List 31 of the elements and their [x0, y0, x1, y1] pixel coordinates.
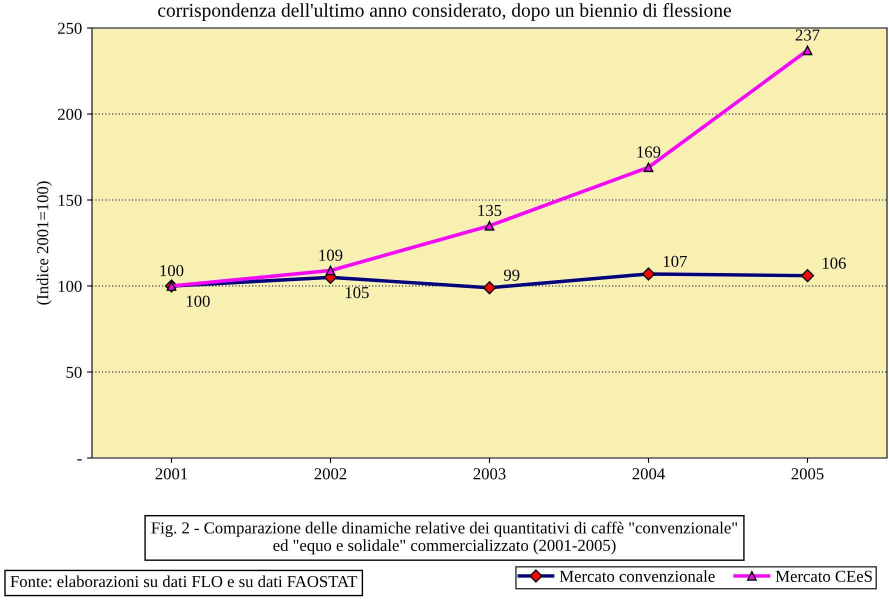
y-tick-label: 150 — [58, 194, 82, 206]
x-tick-label: 2001 — [156, 468, 188, 480]
y-axis-title: (Indice 2001=100) — [36, 181, 52, 305]
data-label: 105 — [346, 286, 369, 298]
legend-label: Mercato CEeS — [776, 570, 872, 582]
data-label: 107 — [664, 256, 687, 268]
legend-label: Mercato convenzionale — [560, 570, 715, 582]
y-tick-label: 250 — [58, 22, 82, 34]
y-tick-label: 50 — [66, 366, 82, 378]
point — [326, 266, 336, 276]
source-note: Fonte: elaborazioni su dati FLO e su dati FAOSTAT — [10, 575, 358, 588]
text: corrispondenza dell'ultimo anno considerato, dopo un biennio di flessione — [158, 3, 731, 21]
data-label: 237 — [796, 29, 820, 41]
data-label: 169 — [637, 146, 660, 158]
point — [802, 46, 812, 56]
x-tick-label: 2004 — [632, 468, 665, 480]
point — [484, 220, 494, 231]
point — [644, 162, 654, 172]
x-tick-label: 2002 — [314, 468, 346, 480]
text: Fig. 2 - Comparazione delle dinamiche relative dei quantitativi di caffè "convenzionale" ed "equo e solidale" commercializzato (2001-2005) — [151, 522, 738, 554]
x-tick-label: 2005 — [792, 468, 824, 480]
y-tick-label: 100 — [58, 280, 82, 292]
x-tick-label: 2003 — [474, 468, 506, 480]
data-label: 99 — [504, 270, 520, 281]
data-label: 135 — [478, 204, 502, 216]
data-label: 100 — [160, 265, 184, 276]
data-label: 106 — [822, 257, 846, 269]
data-label: 100 — [186, 296, 210, 307]
y-tick-label: 200 — [58, 108, 82, 120]
y-tick-label: - — [77, 459, 82, 460]
data-label: 109 — [319, 250, 342, 261]
